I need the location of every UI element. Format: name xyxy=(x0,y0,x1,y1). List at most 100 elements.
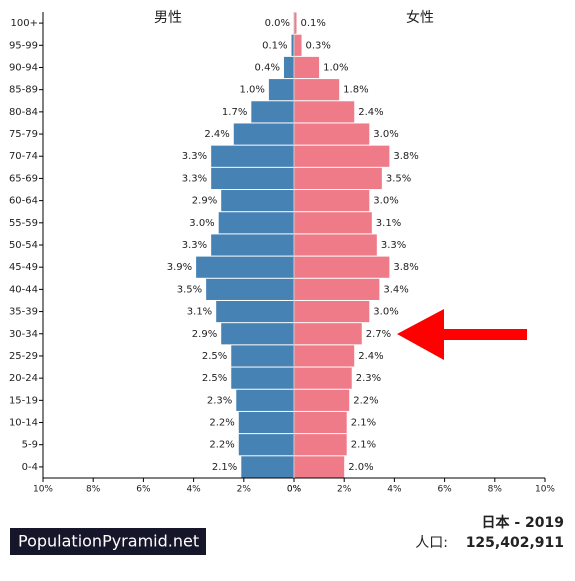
y-tick-label: 80-84 xyxy=(9,107,38,118)
value-label: 2.7% xyxy=(366,329,391,340)
value-label: 1.8% xyxy=(343,85,368,96)
x-tick-label: 6% xyxy=(437,485,452,495)
bar xyxy=(294,79,340,101)
bar xyxy=(294,56,320,79)
value-label: 3.0% xyxy=(189,218,214,229)
value-label: 2.1% xyxy=(212,462,237,473)
value-label: 0.4% xyxy=(255,62,280,73)
value-label: 2.0% xyxy=(348,462,373,473)
bar xyxy=(294,323,362,345)
value-label: 3.9% xyxy=(167,262,192,273)
y-tick-label: 95-99 xyxy=(9,40,38,51)
bar xyxy=(236,389,294,411)
value-label: 2.3% xyxy=(207,395,232,406)
bar xyxy=(294,12,297,34)
population-label: 人口: xyxy=(415,535,448,551)
x-tick-label: 4% xyxy=(186,485,201,495)
value-label: 0.0% xyxy=(265,18,290,29)
value-label: 3.1% xyxy=(187,307,212,318)
y-tick-label: 55-59 xyxy=(9,218,38,229)
bar xyxy=(294,278,380,300)
bar xyxy=(238,411,294,434)
y-tick-label: 10-14 xyxy=(9,418,38,429)
y-tick-label: 20-24 xyxy=(9,373,38,384)
value-label: 3.0% xyxy=(373,196,398,207)
bar xyxy=(291,34,294,56)
y-tick-label: 25-29 xyxy=(9,351,38,362)
y-tick-label: 65-69 xyxy=(9,173,38,184)
value-label: 2.4% xyxy=(358,107,383,118)
bar xyxy=(294,456,345,478)
bar xyxy=(221,190,294,212)
bar xyxy=(238,434,294,456)
value-label: 2.4% xyxy=(358,351,383,362)
value-label: 0.3% xyxy=(306,40,331,51)
y-tick-label: 70-74 xyxy=(9,151,38,162)
value-label: 2.1% xyxy=(351,418,376,429)
value-label: 0.1% xyxy=(262,40,287,51)
y-tick-label: 100+ xyxy=(11,18,38,29)
bar xyxy=(283,56,294,79)
arrow xyxy=(397,309,527,360)
y-tick-label: 40-44 xyxy=(9,284,38,295)
bar xyxy=(241,456,294,478)
value-label: 3.3% xyxy=(182,240,207,251)
x-tick-label: 10% xyxy=(33,485,53,495)
bar xyxy=(294,300,370,323)
y-tick-label: 60-64 xyxy=(9,196,38,207)
x-tick-label: 4% xyxy=(387,485,402,495)
x-tick-label: 0% xyxy=(287,485,302,495)
bar xyxy=(233,123,294,145)
series-name: 男性 xyxy=(154,10,182,26)
value-label: 3.8% xyxy=(393,151,418,162)
y-tick-label: 45-49 xyxy=(9,262,38,273)
y-tick-label: 5-9 xyxy=(22,440,38,451)
value-label: 2.2% xyxy=(209,440,234,451)
value-label: 2.9% xyxy=(192,196,217,207)
value-label: 2.2% xyxy=(353,395,378,406)
bar xyxy=(218,212,294,234)
x-tick-label: 8% xyxy=(86,485,101,495)
x-tick-label: 2% xyxy=(237,485,252,495)
bar xyxy=(206,278,294,300)
bar xyxy=(294,389,350,411)
y-tick-label: 50-54 xyxy=(9,240,38,251)
value-label: 3.3% xyxy=(182,173,207,184)
bar xyxy=(294,167,382,190)
bar xyxy=(294,234,377,256)
series-name: 女性 xyxy=(406,9,434,26)
value-label: 2.9% xyxy=(192,329,217,340)
y-tick-label: 90-94 xyxy=(9,62,38,73)
value-label: 1.0% xyxy=(239,85,264,96)
value-label: 2.2% xyxy=(209,418,234,429)
value-label: 2.5% xyxy=(202,373,227,384)
value-label: 3.4% xyxy=(383,284,408,295)
population: 125,402,911 xyxy=(466,535,564,551)
bar xyxy=(294,345,355,367)
bar xyxy=(211,167,294,190)
value-label: 3.3% xyxy=(381,240,406,251)
bar xyxy=(294,34,302,56)
source-box xyxy=(10,528,206,555)
value-label: 3.5% xyxy=(386,173,411,184)
y-tick-label: 75-79 xyxy=(9,129,38,140)
bar xyxy=(231,367,294,389)
x-tick-label: 0% xyxy=(287,485,302,495)
value-label: 3.3% xyxy=(182,151,207,162)
x-tick-label: 6% xyxy=(136,485,151,495)
y-tick-label: 15-19 xyxy=(9,395,38,406)
bar xyxy=(216,300,294,323)
value-label: 3.8% xyxy=(393,262,418,273)
y-tick-label: 85-89 xyxy=(9,85,38,96)
value-label: 1.0% xyxy=(323,62,348,73)
bar xyxy=(211,145,294,167)
bar xyxy=(294,212,372,234)
x-tick-label: 10% xyxy=(535,485,555,495)
bar xyxy=(251,101,294,123)
bar xyxy=(294,190,370,212)
value-label: 2.3% xyxy=(356,373,381,384)
bar xyxy=(196,256,294,278)
value-label: 0.1% xyxy=(301,18,326,29)
y-tick-label: 35-39 xyxy=(9,307,38,318)
